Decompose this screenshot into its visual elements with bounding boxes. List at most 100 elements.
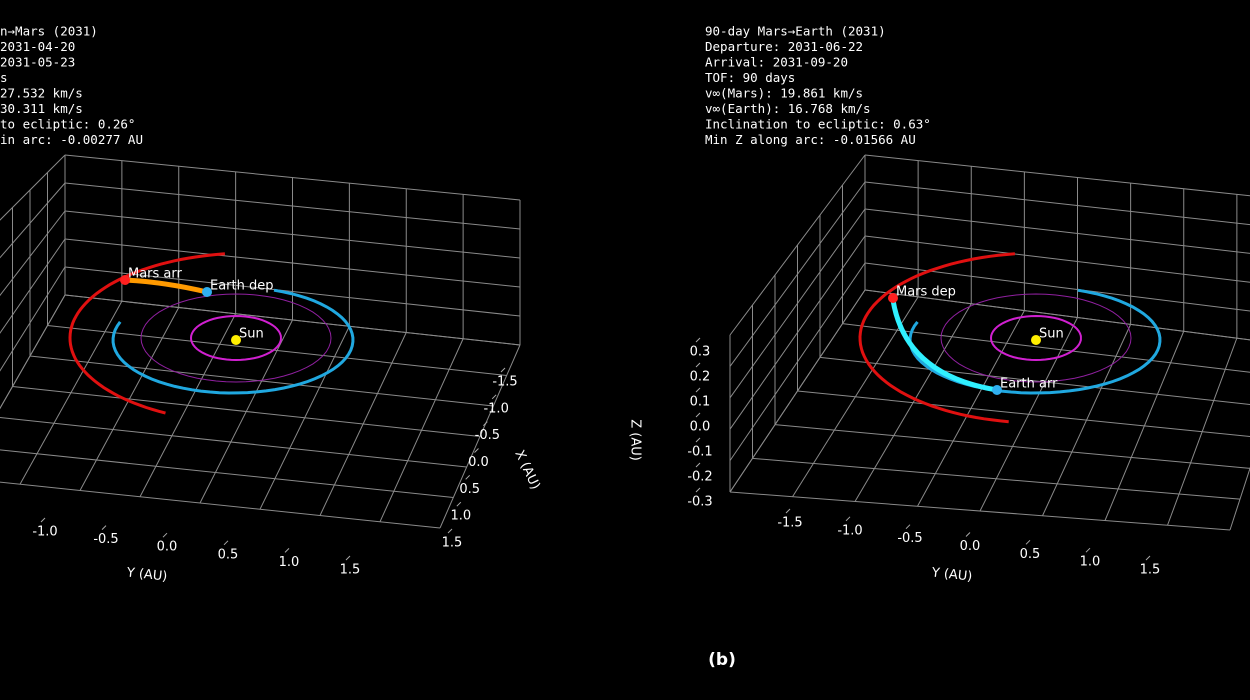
tick-label: -1.5 bbox=[492, 375, 517, 390]
info-line: s bbox=[0, 70, 8, 85]
tick-label: -1.0 bbox=[483, 401, 508, 416]
grid-line bbox=[864, 181, 1250, 226]
grid-line bbox=[864, 262, 1250, 312]
body-marker bbox=[992, 385, 1002, 395]
tick-mark bbox=[695, 412, 701, 418]
body-marker bbox=[120, 275, 130, 285]
info-line: 30.311 km/s bbox=[0, 101, 83, 116]
info-line: v∞(Mars): 19.861 km/s bbox=[705, 86, 863, 101]
info-line: n→Mars (2031) bbox=[0, 24, 98, 39]
body-label: Sun bbox=[1039, 327, 1064, 342]
grid-line bbox=[64, 210, 521, 259]
tick-mark bbox=[1145, 555, 1151, 561]
tick-mark bbox=[965, 532, 971, 537]
body-label: Earth dep bbox=[210, 279, 274, 294]
tick-label: -1.0 bbox=[837, 523, 862, 538]
tick-mark bbox=[1085, 547, 1091, 553]
tick-mark bbox=[456, 501, 462, 507]
tick-label: -1.5 bbox=[777, 516, 802, 531]
mars-orbit bbox=[858, 252, 1016, 424]
tick-label: -1.0 bbox=[32, 525, 57, 540]
body-label: Earth arr bbox=[1000, 377, 1058, 392]
grid-line bbox=[64, 154, 521, 201]
grid-line bbox=[0, 154, 66, 221]
tick-mark bbox=[465, 474, 471, 480]
body-marker bbox=[1031, 335, 1041, 345]
info-line: TOF: 90 days bbox=[705, 70, 795, 85]
grid-line bbox=[0, 238, 66, 334]
body-label: Sun bbox=[239, 327, 264, 342]
info-line: 2031-05-23 bbox=[0, 55, 75, 70]
tick-mark bbox=[695, 487, 701, 493]
grid-line bbox=[0, 481, 441, 529]
tick-label: -0.5 bbox=[475, 428, 500, 443]
tick-label: 0.5 bbox=[459, 482, 480, 497]
tick-label: 1.5 bbox=[340, 563, 361, 578]
body-marker bbox=[888, 293, 898, 303]
tick-mark bbox=[905, 524, 911, 530]
info-line: 90-day Mars→Earth (2031) bbox=[705, 24, 886, 39]
grid-line bbox=[64, 182, 521, 230]
mars-orbit bbox=[68, 252, 226, 415]
body-label: Mars arr bbox=[128, 267, 183, 282]
tick-label: 0.5 bbox=[218, 547, 239, 562]
info-line: v∞(Earth): 16.768 km/s bbox=[705, 101, 871, 116]
earth-orbit bbox=[908, 288, 1162, 395]
transfer-arc bbox=[890, 299, 998, 393]
tick-label: 0.0 bbox=[468, 455, 489, 470]
grid-line bbox=[864, 235, 1250, 283]
venus-orbit bbox=[940, 293, 1132, 383]
tick-label: 0.3 bbox=[690, 345, 711, 360]
tick-label: 1.5 bbox=[442, 536, 463, 551]
grid-line bbox=[47, 325, 507, 376]
earth-orbit bbox=[111, 288, 355, 395]
grid-line bbox=[29, 355, 494, 407]
tick-label: 0.2 bbox=[690, 370, 711, 385]
tick-mark bbox=[40, 517, 46, 523]
tick-mark bbox=[101, 525, 107, 530]
inner-orbit bbox=[989, 314, 1082, 362]
tick-mark bbox=[223, 540, 229, 546]
grid-line bbox=[64, 294, 521, 346]
tick-mark bbox=[162, 532, 168, 538]
tick-mark bbox=[785, 508, 791, 514]
axis-label: X (AU) bbox=[511, 448, 542, 492]
info-line: Arrival: 2031-09-20 bbox=[705, 55, 848, 70]
grid-line bbox=[64, 238, 521, 288]
info-line: 2031-04-20 bbox=[0, 39, 75, 54]
transfer-arc bbox=[124, 277, 208, 295]
tick-label: 1.0 bbox=[450, 509, 471, 524]
tick-mark bbox=[695, 462, 701, 468]
grid-line bbox=[729, 491, 1231, 531]
grid-line bbox=[12, 386, 481, 437]
body-marker bbox=[231, 335, 241, 345]
tick-mark bbox=[345, 555, 351, 561]
venus-orbit bbox=[140, 293, 332, 383]
tick-mark bbox=[695, 362, 701, 368]
tick-mark bbox=[1025, 539, 1031, 545]
body-label: Mars dep bbox=[896, 285, 956, 300]
tick-mark bbox=[284, 548, 290, 553]
grid-line bbox=[64, 266, 521, 317]
info-line: Min Z along arc: -0.01566 AU bbox=[705, 132, 916, 147]
grid-line bbox=[797, 390, 1250, 437]
tick-label: -0.5 bbox=[93, 532, 118, 547]
axis-label: Y (AU) bbox=[125, 565, 168, 584]
tick-mark bbox=[482, 421, 488, 427]
grid-line bbox=[864, 289, 1250, 341]
tick-mark bbox=[491, 394, 497, 400]
tick-label: 0.0 bbox=[690, 420, 711, 435]
axis-label: Z (AU) bbox=[628, 419, 643, 461]
tick-label: 1.0 bbox=[1080, 555, 1101, 570]
grid-line bbox=[842, 323, 1250, 373]
tick-label: 1.0 bbox=[279, 555, 300, 570]
grid-line bbox=[864, 154, 1250, 197]
grid-line bbox=[1229, 466, 1250, 531]
tick-mark bbox=[695, 337, 701, 343]
tick-label: 0.5 bbox=[1020, 547, 1041, 562]
tick-mark bbox=[695, 437, 701, 443]
axis-label: Y (AU) bbox=[930, 565, 973, 584]
tick-label: -0.5 bbox=[897, 531, 922, 546]
grid-line bbox=[0, 417, 467, 468]
